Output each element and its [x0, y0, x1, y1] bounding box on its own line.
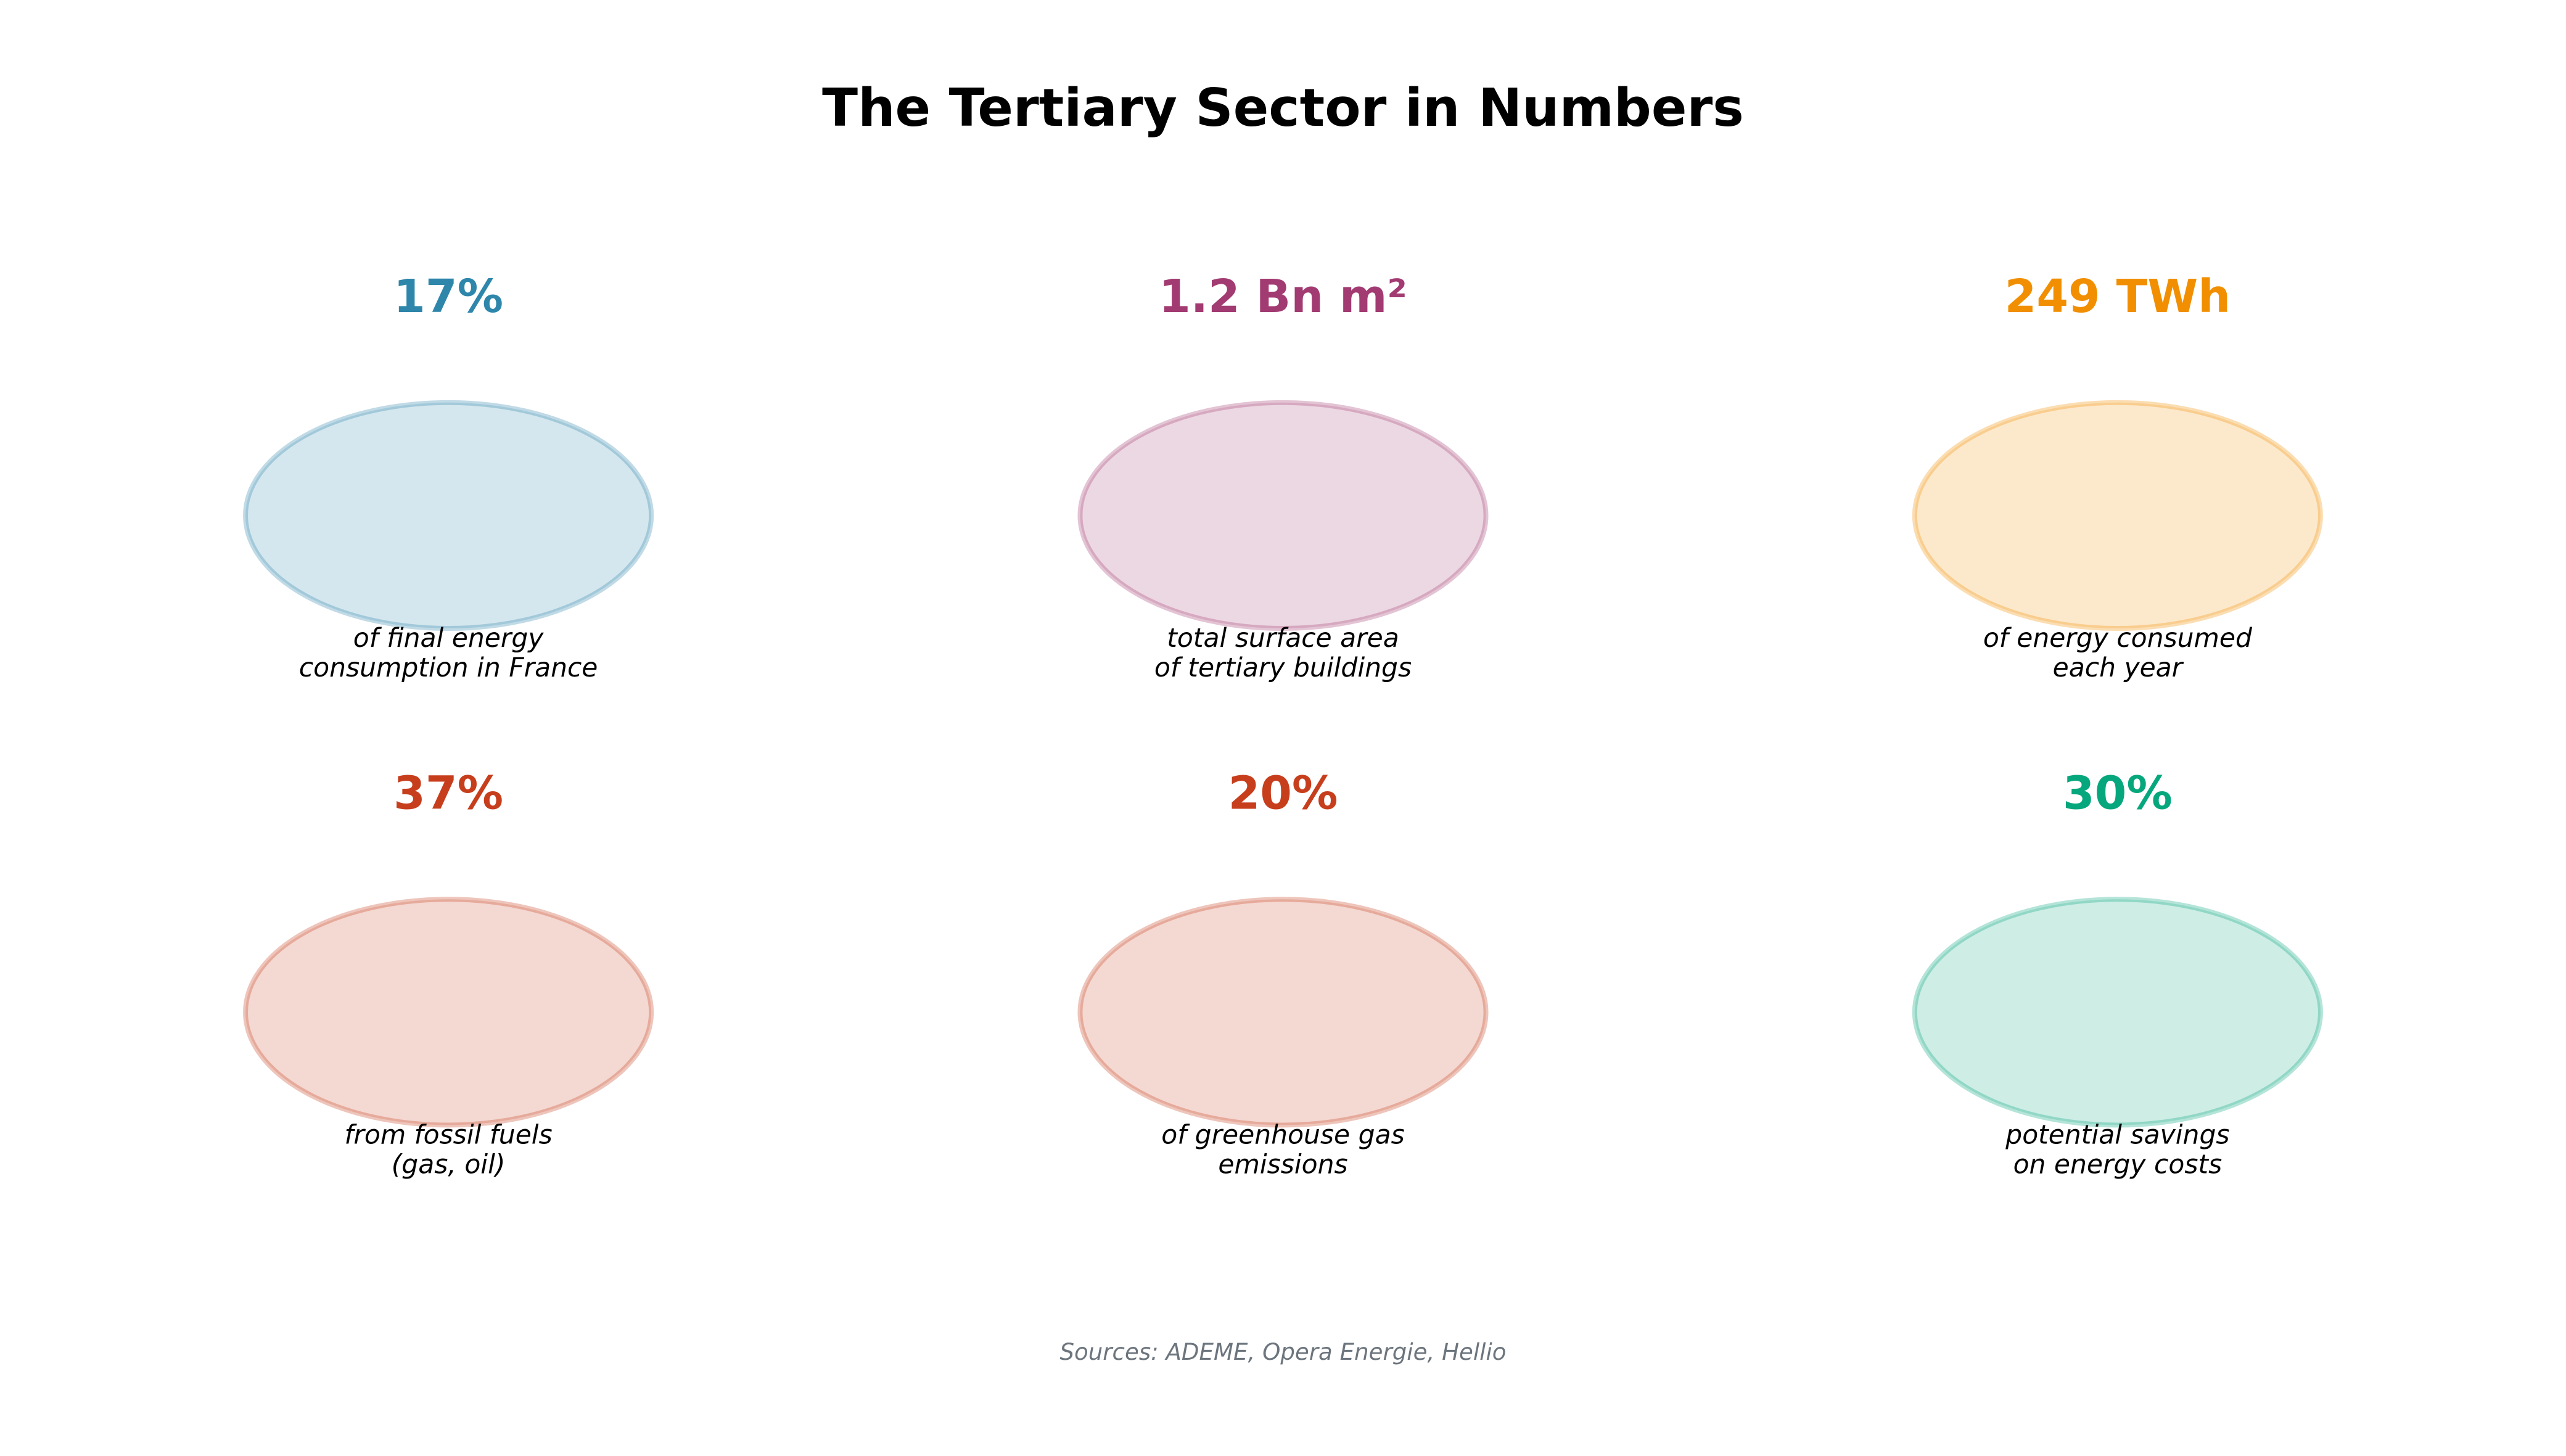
stat-bubble — [243, 897, 654, 1128]
stat-value: 249 TWh — [2005, 269, 2231, 323]
stat-label: of greenhouse gas — [1161, 1120, 1404, 1150]
stat-label: of tertiary buildings — [1154, 653, 1412, 683]
stat-label: emissions — [1218, 1150, 1347, 1180]
stat-label: on energy costs — [2013, 1150, 2223, 1180]
stat-value: 30% — [2063, 767, 2173, 820]
stat-bubble — [1912, 897, 2323, 1128]
stat-bubble — [1077, 400, 1489, 631]
stat-value: 1.2 Bn m² — [1159, 269, 1407, 323]
stat-value: 20% — [1228, 767, 1338, 820]
stat-value: 17% — [393, 269, 503, 323]
stat-bubble — [243, 400, 654, 631]
stat-label: total surface area — [1167, 623, 1399, 654]
stat-bubble — [1912, 400, 2323, 631]
title: The Tertiary Sector in Numbers — [822, 78, 1744, 139]
source-note: Sources: ADEME, Opera Energie, Hellio — [1059, 1339, 1506, 1365]
stat-label: each year — [2053, 653, 2184, 683]
stat-label: (gas, oil) — [392, 1150, 506, 1180]
stat-label: consumption in France — [299, 653, 598, 683]
stat-label: of final energy — [353, 623, 544, 654]
stat-label: potential savings — [2005, 1120, 2229, 1150]
stat-label: from fossil fuels — [344, 1120, 552, 1150]
stat-label: of energy consumed — [1983, 623, 2253, 654]
stat-bubble — [1077, 897, 1489, 1128]
stat-value: 37% — [393, 767, 503, 820]
